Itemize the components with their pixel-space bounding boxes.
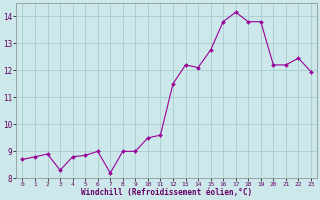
- X-axis label: Windchill (Refroidissement éolien,°C): Windchill (Refroidissement éolien,°C): [81, 188, 252, 197]
